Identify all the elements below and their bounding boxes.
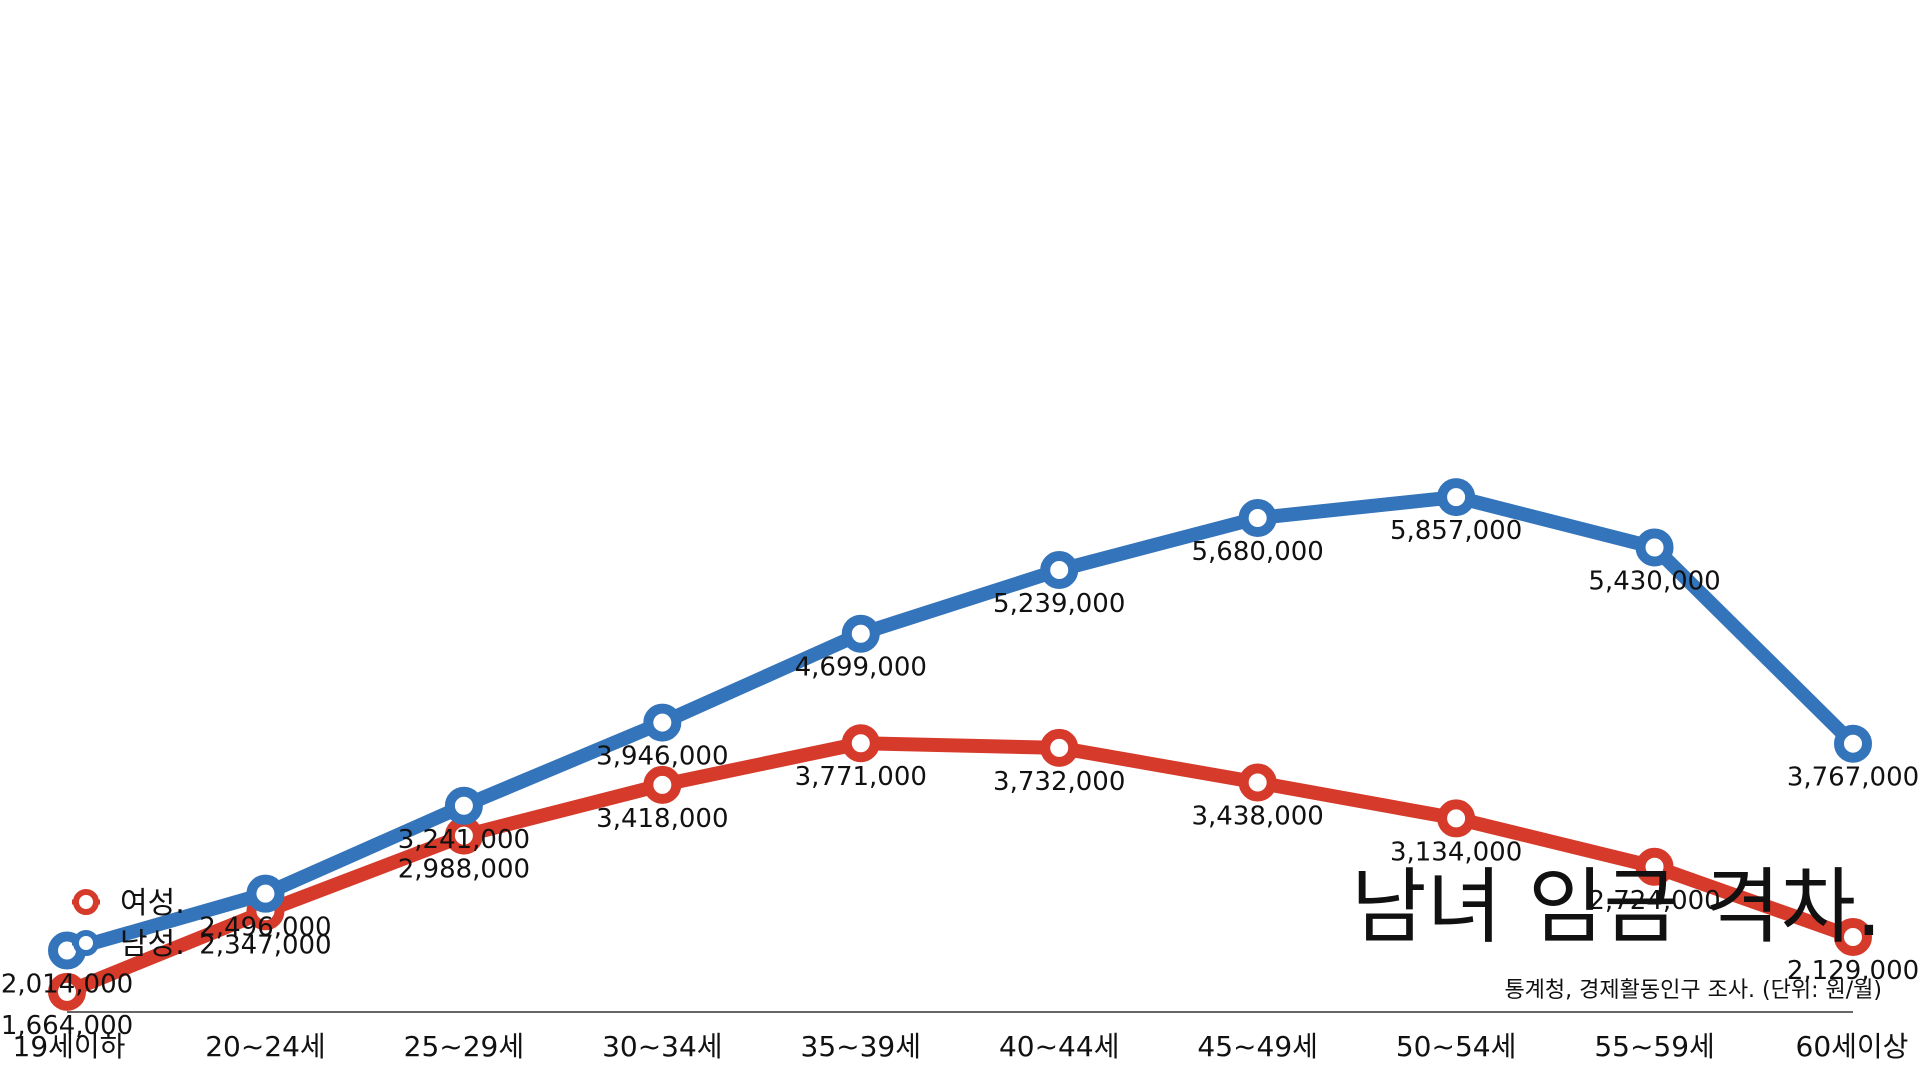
men-data-label-2: 3,241,000	[398, 825, 530, 855]
men-point-6[interactable]	[1238, 498, 1277, 537]
data-label-layer: 1,664,000 2,347,000 2,988,000 3,418,000 3,77…	[1, 516, 1919, 1041]
chart-title: 남녀 임금 격차.	[1351, 860, 1882, 955]
women-point-8[interactable]	[1635, 847, 1674, 886]
men-data-label-7: 5,857,000	[1390, 516, 1522, 546]
x-tick-label-8: 55~59세	[1594, 1030, 1714, 1063]
women-data-label-9: 2,129,000	[1787, 956, 1919, 986]
x-tick-label-0: 19세이하	[13, 1030, 126, 1063]
men-point-8[interactable]	[1635, 528, 1674, 567]
women-point-0[interactable]	[48, 972, 86, 1011]
women-data-label-6: 3,438,000	[1192, 802, 1324, 832]
women-data-label-8: 2,724,000	[1588, 886, 1720, 916]
women-data-label-2: 2,988,000	[398, 855, 530, 885]
men-data-label-9: 3,767,000	[1787, 763, 1919, 793]
men-point-2[interactable]	[444, 786, 483, 825]
women-data-label-0: 1,664,000	[1, 1011, 133, 1041]
series-layer	[48, 478, 1872, 1011]
x-tick-label-6: 45~49세	[1197, 1030, 1317, 1063]
men-data-label-0: 2,014,000	[1, 970, 133, 1000]
x-tick-label-2: 25~29세	[404, 1030, 524, 1063]
men-data-label-6: 5,680,000	[1192, 537, 1324, 567]
men-point-3[interactable]	[643, 703, 682, 742]
women-point-4[interactable]	[841, 724, 880, 763]
women-point-3[interactable]	[643, 765, 682, 804]
x-tick-label-7: 50~54세	[1396, 1030, 1516, 1063]
women-point-9[interactable]	[1834, 917, 1872, 956]
men-data-label-4: 4,699,000	[795, 653, 927, 683]
chart-source: 통계청, 경제활동인구 조사. (단위: 원/월)	[1504, 978, 1882, 1003]
women-legend-label: 여성.	[120, 886, 185, 921]
men-series-line	[60, 490, 1860, 958]
men-point-4[interactable]	[841, 614, 880, 653]
women-data-label-4: 3,771,000	[795, 762, 927, 792]
x-tick-label-1: 20~24세	[205, 1030, 325, 1063]
x-tick-label-4: 35~39세	[801, 1030, 921, 1063]
x-tick-label-5: 40~44세	[999, 1030, 1119, 1063]
men-point-7[interactable]	[1437, 478, 1476, 517]
x-tick-label-9: 60세이상	[1796, 1030, 1909, 1063]
men-data-label-3: 3,946,000	[596, 742, 728, 772]
women-data-label-3: 3,418,000	[596, 804, 728, 834]
men-data-label-5: 5,239,000	[993, 589, 1125, 619]
men-point-1[interactable]	[246, 874, 285, 913]
women-data-label-7: 3,134,000	[1390, 837, 1522, 867]
women-series-line	[60, 736, 1860, 999]
men-legend-marker	[73, 930, 99, 956]
men-point-5[interactable]	[1040, 550, 1079, 589]
women-point-7[interactable]	[1437, 799, 1476, 838]
men-point-9[interactable]	[1834, 724, 1872, 763]
women-data-label-1: 2,347,000	[199, 930, 331, 960]
women-point-5[interactable]	[1040, 728, 1079, 767]
men-data-label-8: 5,430,000	[1588, 566, 1720, 596]
x-tick-layer: 19세이하 20~24세 25~29세 30~34세 35~39세 40~44세 45~49…	[13, 1030, 1909, 1063]
x-tick-label-3: 30~34세	[602, 1030, 722, 1063]
women-point-6[interactable]	[1238, 763, 1277, 802]
men-legend-label: 남성.	[120, 927, 185, 962]
legend: 여성. 남성.	[72, 886, 185, 962]
women-data-label-5: 3,732,000	[993, 767, 1125, 797]
men-data-label-1: 2,496,000	[199, 913, 331, 943]
women-legend-marker	[73, 889, 99, 915]
